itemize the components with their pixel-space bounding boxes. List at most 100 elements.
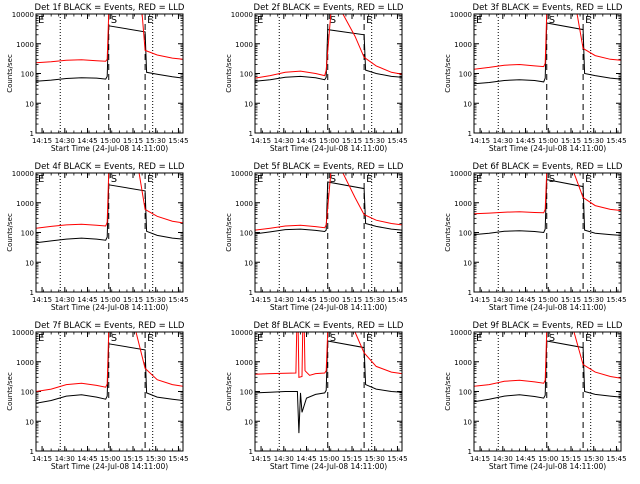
series-line-events [474, 340, 621, 403]
series-line-lld [36, 332, 183, 392]
marker-label: S [549, 333, 555, 344]
x-tick-label: 15:00 [538, 296, 558, 304]
x-tick-label: 15:15 [123, 296, 143, 304]
x-tick-label: 15:45 [387, 137, 407, 145]
x-tick-label: 14:45 [77, 455, 97, 463]
y-tick-label: 10 [463, 259, 472, 267]
marker-label: E [147, 333, 153, 344]
x-tick-label: 14:30 [274, 137, 294, 145]
marker-label: E [366, 174, 372, 185]
x-tick-label: 14:15 [251, 296, 271, 304]
x-tick-label: 15:00 [100, 455, 120, 463]
y-tick-label: 1 [249, 289, 253, 297]
plot-frame [35, 13, 184, 134]
y-tick-label: 100 [240, 389, 253, 397]
y-axis-label: Counts/sec [444, 213, 452, 252]
detector-panel-1: Det 1f BLACK = Events, RED = LLD Counts/s… [6, 3, 189, 153]
y-tick-label: 1 [249, 130, 253, 138]
y-tick-label: 1 [468, 448, 472, 456]
y-tick-label: 1 [468, 130, 472, 138]
x-tick-label: 14:30 [55, 455, 75, 463]
y-tick-label: 100 [459, 71, 472, 79]
x-tick-label: 15:45 [606, 296, 626, 304]
detector-panel-9: Det 9f BLACK = Events, RED = LLD Counts/s… [444, 321, 627, 471]
series-line-events [474, 178, 621, 236]
panel-title: Det 2f BLACK = Events, RED = LLD [254, 3, 404, 13]
panel-title: Det 8f BLACK = Events, RED = LLD [254, 321, 404, 331]
series-line-lld [474, 173, 621, 215]
marker-label: E [476, 174, 482, 185]
y-tick-label: 1 [249, 448, 253, 456]
y-tick-label: 10 [25, 259, 34, 267]
panel-title: Det 7f BLACK = Events, RED = LLD [35, 321, 185, 331]
x-tick-label: 15:00 [319, 455, 339, 463]
y-tick-label: 1 [30, 448, 34, 456]
x-axis-label: Start Time (24-Jul-08 14:11:00) [51, 462, 168, 471]
x-tick-label: 15:00 [538, 455, 558, 463]
x-tick-label: 15:00 [100, 137, 120, 145]
series-line-events [255, 181, 402, 235]
plot-frame [35, 172, 184, 293]
y-tick-label: 10 [244, 100, 253, 108]
y-tick-label: 1 [30, 130, 34, 138]
x-tick-label: 15:45 [168, 455, 188, 463]
x-tick-label: 15:45 [387, 296, 407, 304]
panel-title: Det 3f BLACK = Events, RED = LLD [473, 3, 623, 13]
x-tick-label: 15:15 [561, 455, 581, 463]
x-tick-label: 14:30 [493, 137, 513, 145]
x-tick-label: 15:15 [123, 455, 143, 463]
marker-label: E [38, 174, 44, 185]
panel-title: Det 5f BLACK = Events, RED = LLD [254, 162, 404, 172]
y-tick-label: 10000 [231, 11, 253, 19]
y-tick-label: 1000 [16, 200, 34, 208]
y-tick-label: 1 [30, 289, 34, 297]
y-tick-label: 1000 [454, 359, 472, 367]
x-tick-label: 14:30 [55, 137, 75, 145]
detector-panel-8: Det 8f BLACK = Events, RED = LLD Counts/s… [225, 321, 408, 471]
y-tick-label: 1 [468, 289, 472, 297]
y-tick-label: 10000 [12, 11, 34, 19]
y-tick-label: 10 [244, 259, 253, 267]
marker-label: S [330, 174, 336, 185]
x-tick-label: 15:00 [319, 296, 339, 304]
y-tick-label: 10000 [12, 170, 34, 178]
x-tick-label: 14:30 [55, 296, 75, 304]
y-axis-label: Counts/sec [6, 372, 14, 411]
y-tick-label: 100 [459, 230, 472, 238]
y-tick-label: 1000 [16, 41, 34, 49]
x-tick-label: 14:45 [77, 137, 97, 145]
x-tick-label: 14:30 [274, 296, 294, 304]
y-tick-label: 100 [240, 71, 253, 79]
x-tick-label: 14:45 [515, 137, 535, 145]
marker-label: E [476, 15, 482, 26]
y-tick-label: 1000 [454, 41, 472, 49]
x-tick-label: 15:15 [123, 137, 143, 145]
x-tick-label: 15:15 [561, 296, 581, 304]
x-tick-label: 15:00 [100, 296, 120, 304]
series-line-lld [36, 14, 183, 64]
marker-label: E [147, 174, 153, 185]
series-line-events [255, 340, 402, 434]
y-tick-label: 10000 [231, 329, 253, 337]
y-tick-label: 10000 [450, 11, 472, 19]
plot-frame [473, 172, 622, 293]
x-tick-label: 15:45 [168, 296, 188, 304]
plot-frame [254, 13, 403, 134]
x-tick-label: 14:45 [296, 137, 316, 145]
marker-label: E [366, 333, 372, 344]
detector-panel-2: Det 2f BLACK = Events, RED = LLD Counts/s… [225, 3, 408, 153]
x-axis-label: Start Time (24-Jul-08 14:11:00) [270, 303, 387, 312]
x-tick-label: 15:00 [538, 137, 558, 145]
y-tick-label: 1000 [235, 200, 253, 208]
x-tick-label: 14:15 [32, 137, 52, 145]
x-tick-label: 14:15 [32, 296, 52, 304]
y-tick-label: 10000 [450, 170, 472, 178]
marker-label: S [111, 15, 117, 26]
detector-panel-5: Det 5f BLACK = Events, RED = LLD Counts/s… [225, 162, 408, 312]
x-tick-label: 14:30 [274, 455, 294, 463]
marker-label: E [585, 15, 591, 26]
x-tick-label: 15:30 [584, 296, 604, 304]
x-axis-label: Start Time (24-Jul-08 14:11:00) [489, 303, 606, 312]
y-tick-label: 1000 [16, 359, 34, 367]
